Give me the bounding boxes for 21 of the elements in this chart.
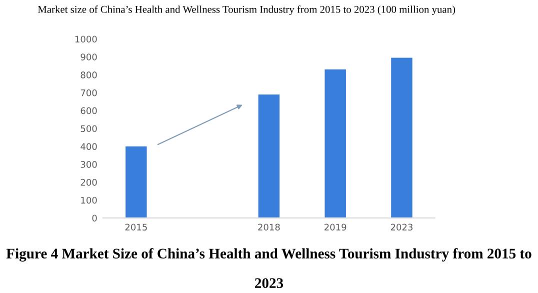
y-tick-label: 500 bbox=[80, 125, 97, 132]
chart-title: Market size of China’s Health and Wellness Tourism Industry from 2015 to 2023 (100 million yuan) bbox=[38, 5, 456, 16]
y-tick-label: 100 bbox=[81, 196, 97, 204]
y-tick-label: 300 bbox=[80, 161, 97, 168]
y-tick-label: 400 bbox=[80, 143, 97, 150]
x-tick-label: 2023 bbox=[390, 224, 412, 231]
x-tick-label: 2015 bbox=[125, 224, 147, 231]
bar bbox=[324, 69, 346, 218]
y-tick-label: 900 bbox=[80, 54, 97, 60]
bar bbox=[126, 146, 147, 218]
bar bbox=[391, 58, 412, 218]
caption: Figure 4 Market Size of China’s Health and Wellness Tourism Industry from 2015 to 2023 bbox=[6, 248, 532, 288]
y-tick-label: 200 bbox=[80, 178, 97, 186]
x-tick-label: 2019 bbox=[324, 224, 346, 231]
y-tick-label: 800 bbox=[80, 72, 97, 78]
y-tick-label: 600 bbox=[80, 107, 97, 114]
x-tick-label: 2018 bbox=[258, 224, 280, 231]
y-tick-label: 1000 bbox=[75, 36, 97, 43]
bar bbox=[258, 94, 280, 218]
y-tick-label: 700 bbox=[80, 89, 97, 96]
y-tick-label: 0 bbox=[92, 214, 97, 222]
